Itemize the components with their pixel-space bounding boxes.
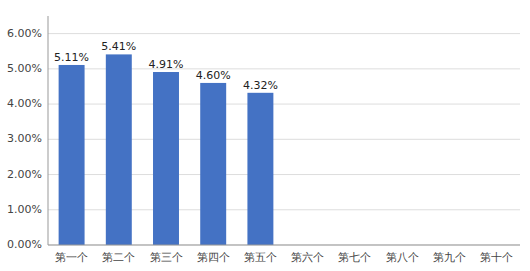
x-axis: 第一个 第二个 第三个 第四个 第五个 第六个 第七个 第八个 第九个 第十个: [48, 245, 520, 264]
x-axis-line: [48, 245, 520, 246]
y-tick-label: 3.00%: [7, 132, 42, 145]
x-tick-label: 第八个: [386, 251, 419, 264]
bars: [59, 54, 274, 245]
bar: [59, 65, 85, 245]
bar: [200, 83, 226, 245]
bar: [247, 93, 273, 245]
x-tick-label: 第九个: [433, 251, 466, 264]
y-tick-label: 0.00%: [7, 238, 42, 251]
x-tick-label: 第三个: [150, 251, 183, 264]
chart-container: 0.00% 1.00% 2.00% 3.00% 4.00% 5.00% 6.00% 5.11%…: [0, 0, 530, 271]
data-label: 5.11%: [54, 51, 89, 64]
y-axis-line: [48, 16, 49, 245]
grid: [48, 34, 520, 245]
x-tick-label: 第十个: [480, 251, 513, 264]
y-tick-label: 6.00%: [7, 27, 42, 40]
y-tick-label: 2.00%: [7, 168, 42, 181]
y-tick-label: 1.00%: [7, 203, 42, 216]
y-tick-label: 4.00%: [7, 97, 42, 110]
x-tick-label: 第七个: [338, 251, 371, 264]
x-tick-label: 第四个: [197, 251, 230, 264]
bar: [106, 54, 132, 245]
chart: 0.00% 1.00% 2.00% 3.00% 4.00% 5.00% 6.00% 5.11%…: [0, 0, 530, 271]
data-label: 4.60%: [196, 69, 231, 82]
x-tick-label: 第二个: [102, 251, 135, 264]
y-tick-label: 5.00%: [7, 62, 42, 75]
data-label: 4.32%: [243, 79, 278, 92]
data-label: 5.41%: [101, 40, 136, 53]
y-axis: 0.00% 1.00% 2.00% 3.00% 4.00% 5.00% 6.00%: [7, 16, 48, 251]
grid-line: [48, 33, 520, 34]
data-labels: 5.11% 5.41% 4.91% 4.60% 4.32%: [54, 40, 278, 91]
grid-line: [48, 245, 520, 246]
bar: [153, 72, 179, 245]
x-tick-label: 第五个: [244, 251, 277, 264]
data-label: 4.91%: [149, 58, 184, 71]
x-tick-label: 第六个: [291, 251, 324, 264]
x-tick-label: 第一个: [55, 251, 88, 264]
